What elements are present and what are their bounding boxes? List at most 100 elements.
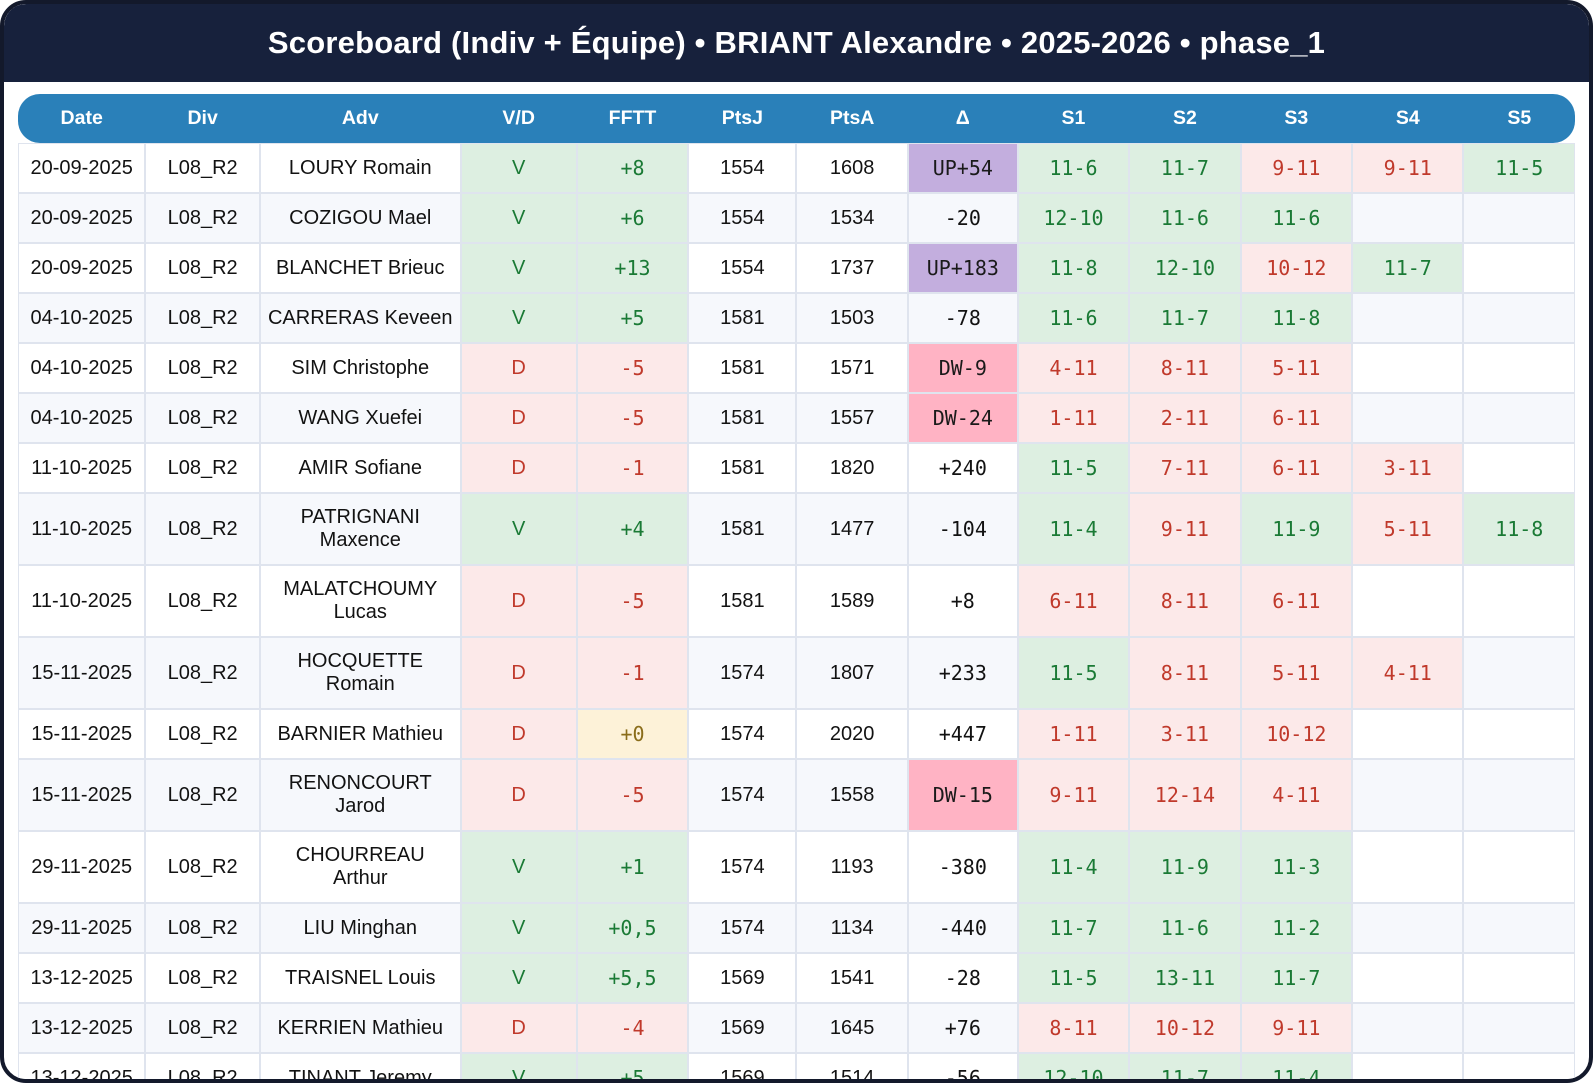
cell-delta: -380 (907, 831, 1018, 903)
cell-set-s4: 5-11 (1352, 493, 1464, 565)
table-row[interactable]: 20-09-2025 L08_R2 LOURY Romain V +8 1554 1608 U… (18, 143, 1575, 193)
cell-set-s1: 1-11 (1017, 709, 1130, 759)
cell-set-s5 (1463, 343, 1575, 393)
cell-div: L08_R2 (145, 1003, 260, 1053)
cell-fftt: -5 (576, 759, 689, 831)
cell-set-s4 (1352, 1003, 1464, 1053)
cell-result: D (460, 393, 577, 443)
cell-set-s2: 8-11 (1129, 343, 1241, 393)
cell-ptsa: 1737 (796, 243, 908, 293)
cell-delta: -56 (907, 1053, 1018, 1079)
table-row[interactable]: 11-10-2025 L08_R2 PATRIGNANI Maxence V +4 158… (18, 493, 1575, 565)
cell-set-s2: 11-9 (1129, 831, 1241, 903)
cell-set-s3: 11-6 (1240, 193, 1353, 243)
cell-set-s4 (1352, 193, 1464, 243)
cell-result: V (460, 953, 577, 1003)
cell-date: 15-11-2025 (18, 759, 146, 831)
table-row[interactable]: 04-10-2025 L08_R2 SIM Christophe D -5 1581 157… (18, 343, 1575, 393)
cell-fftt: -5 (576, 343, 689, 393)
cell-result: V (460, 493, 577, 565)
cell-result: V (460, 243, 577, 293)
cell-div: L08_R2 (145, 243, 260, 293)
cell-set-s1: 11-6 (1017, 293, 1130, 343)
cell-ptsa: 1807 (796, 637, 908, 709)
cell-set-s5: 11-8 (1463, 493, 1575, 565)
table-row[interactable]: 13-12-2025 L08_R2 TINANT Jeremy V +5 1569 1514… (18, 1053, 1575, 1079)
table-row[interactable]: 13-12-2025 L08_R2 KERRIEN Mathieu D -4 1569 16… (18, 1003, 1575, 1053)
table-row[interactable]: 04-10-2025 L08_R2 WANG Xuefei D -5 1581 1557 DW… (18, 393, 1575, 443)
cell-set-s1: 11-5 (1017, 637, 1130, 709)
cell-ptsj: 1581 (688, 343, 797, 393)
cell-date: 11-10-2025 (18, 443, 146, 493)
column-header-div[interactable]: Div (145, 94, 260, 143)
cell-date: 13-12-2025 (18, 953, 146, 1003)
cell-set-s2: 11-6 (1129, 903, 1241, 953)
cell-ptsj: 1574 (688, 637, 797, 709)
cell-result: V (460, 903, 577, 953)
cell-adversaire: WANG Xuefei (259, 393, 461, 443)
cell-fftt: +6 (576, 193, 689, 243)
table-row[interactable]: 29-11-2025 L08_R2 CHOURREAU Arthur V +1 1574 1… (18, 831, 1575, 903)
cell-adversaire: MALATCHOUMY Lucas (259, 565, 461, 637)
cell-adversaire: SIM Christophe (259, 343, 461, 393)
cell-set-s5: 11-5 (1463, 143, 1575, 193)
cell-set-s1: 11-4 (1017, 831, 1130, 903)
cell-set-s2: 9-11 (1129, 493, 1241, 565)
table-row[interactable]: 15-11-2025 L08_R2 BARNIER Mathieu D +0 1574 20… (18, 709, 1575, 759)
column-header-s4[interactable]: S4 (1352, 94, 1464, 143)
cell-delta: +233 (907, 637, 1018, 709)
table-row[interactable]: 20-09-2025 L08_R2 BLANCHET Brieuc V +13 1554 1… (18, 243, 1575, 293)
table-row[interactable]: 04-10-2025 L08_R2 CARRERAS Keveen V +5 1581 15… (18, 293, 1575, 343)
cell-ptsa: 1558 (796, 759, 908, 831)
cell-delta: +447 (907, 709, 1018, 759)
cell-set-s4 (1352, 953, 1464, 1003)
cell-ptsa: 1534 (796, 193, 908, 243)
cell-set-s3: 11-2 (1240, 903, 1353, 953)
column-header-[interactable]: Δ (907, 94, 1018, 143)
cell-ptsa: 2020 (796, 709, 908, 759)
cell-ptsj: 1569 (688, 1053, 797, 1079)
cell-set-s2: 2-11 (1129, 393, 1241, 443)
cell-div: L08_R2 (145, 493, 260, 565)
cell-delta: DW-24 (907, 393, 1018, 443)
cell-adversaire: RENONCOURT Jarod (259, 759, 461, 831)
cell-set-s4: 4-11 (1352, 637, 1464, 709)
column-header-date[interactable]: Date (18, 94, 146, 143)
cell-fftt: +0,5 (576, 903, 689, 953)
table-row[interactable]: 13-12-2025 L08_R2 TRAISNEL Louis V +5,5 1569 1… (18, 953, 1575, 1003)
table-row[interactable]: 15-11-2025 L08_R2 RENONCOURT Jarod D -5 1574 1… (18, 759, 1575, 831)
table-row[interactable]: 29-11-2025 L08_R2 LIU Minghan V +0,5 1574 1134… (18, 903, 1575, 953)
column-header-s3[interactable]: S3 (1240, 94, 1353, 143)
cell-set-s2: 11-6 (1129, 193, 1241, 243)
cell-result: D (460, 565, 577, 637)
cell-div: L08_R2 (145, 293, 260, 343)
cell-result: V (460, 831, 577, 903)
cell-ptsa: 1589 (796, 565, 908, 637)
cell-ptsa: 1503 (796, 293, 908, 343)
table-row[interactable]: 11-10-2025 L08_R2 AMIR Sofiane D -1 1581 1820 +… (18, 443, 1575, 493)
cell-ptsj: 1581 (688, 293, 797, 343)
column-header-ptsa[interactable]: PtsA (796, 94, 908, 143)
column-header-s1[interactable]: S1 (1017, 94, 1130, 143)
table-row[interactable]: 15-11-2025 L08_R2 HOCQUETTE Romain D -1 1574 1… (18, 637, 1575, 709)
cell-date: 13-12-2025 (18, 1053, 146, 1079)
cell-date: 04-10-2025 (18, 293, 146, 343)
column-header-fftt[interactable]: FFTT (576, 94, 689, 143)
cell-delta: DW-9 (907, 343, 1018, 393)
column-header-adv[interactable]: Adv (259, 94, 461, 143)
column-header-s2[interactable]: S2 (1129, 94, 1241, 143)
cell-ptsa: 1608 (796, 143, 908, 193)
cell-set-s4 (1352, 293, 1464, 343)
cell-fftt: -1 (576, 637, 689, 709)
column-header-ptsj[interactable]: PtsJ (688, 94, 797, 143)
cell-set-s1: 12-10 (1017, 193, 1130, 243)
table-row[interactable]: 20-09-2025 L08_R2 COZIGOU Mael V +6 1554 1534-… (18, 193, 1575, 243)
column-header-v-d[interactable]: V/D (460, 94, 577, 143)
cell-set-s1: 11-6 (1017, 143, 1130, 193)
column-header-s5[interactable]: S5 (1463, 94, 1575, 143)
cell-div: L08_R2 (145, 709, 260, 759)
cell-set-s5 (1463, 709, 1575, 759)
cell-ptsj: 1554 (688, 143, 797, 193)
table-row[interactable]: 11-10-2025 L08_R2 MALATCHOUMY Lucas D -5 1581… (18, 565, 1575, 637)
